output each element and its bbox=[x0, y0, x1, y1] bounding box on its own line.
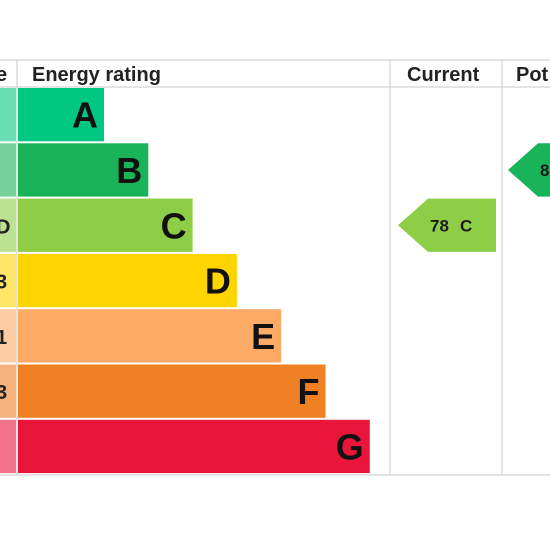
band-key-b bbox=[0, 143, 16, 197]
current-letter: C bbox=[460, 216, 472, 235]
band-key-d bbox=[0, 253, 16, 308]
band-letter-c: C bbox=[161, 205, 187, 246]
table-grid bbox=[0, 59, 550, 476]
band-bar-d bbox=[18, 253, 237, 308]
band-key-fragment-c: D bbox=[0, 216, 10, 238]
band-bar-a bbox=[18, 88, 104, 142]
band-letter-f: F bbox=[298, 371, 320, 412]
potential-arrow-shape bbox=[508, 143, 550, 197]
band-key-a bbox=[0, 88, 16, 142]
band-key-fragment-e: 1 bbox=[0, 327, 7, 349]
band-letter-g: G bbox=[336, 426, 364, 467]
rating-bands: ABD C3 D1 E3 FG bbox=[0, 88, 370, 474]
band-letter-a: A bbox=[72, 95, 98, 136]
band-letter-d: D bbox=[205, 261, 231, 302]
header-current: Current bbox=[407, 64, 480, 86]
header-energy-rating: Energy rating bbox=[32, 64, 161, 86]
band-bar-e bbox=[18, 309, 282, 363]
potential-rating-arrow: 8 bbox=[508, 143, 550, 197]
header-potential: Pot bbox=[516, 64, 549, 86]
potential-value: 8 bbox=[540, 161, 549, 180]
band-bar-b bbox=[18, 143, 149, 197]
band-key-g bbox=[0, 419, 16, 474]
table-header: e Energy rating Current Pot bbox=[0, 64, 549, 86]
band-key-c bbox=[0, 198, 16, 252]
band-bar-g bbox=[18, 419, 370, 474]
band-key-fragment-d: 3 bbox=[0, 272, 7, 294]
band-bar-c bbox=[18, 198, 193, 252]
band-key-f bbox=[0, 364, 16, 418]
band-key-fragment-f: 3 bbox=[0, 382, 7, 404]
header-left-fragment: e bbox=[0, 64, 7, 86]
band-bar-f bbox=[18, 364, 326, 418]
current-value: 78 bbox=[430, 216, 449, 235]
band-letter-b: B bbox=[116, 150, 142, 191]
current-rating-arrow: 78 C bbox=[398, 198, 496, 252]
current-arrow-shape bbox=[398, 198, 496, 252]
band-key-e bbox=[0, 309, 16, 363]
band-letter-e: E bbox=[251, 316, 275, 357]
